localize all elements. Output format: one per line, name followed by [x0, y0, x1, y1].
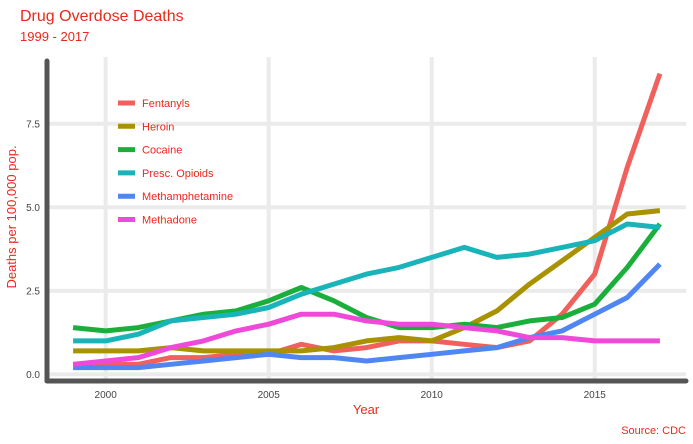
- y-tick-label: 2.5: [26, 286, 40, 297]
- legend-label: Fentanyls: [142, 98, 190, 110]
- legend-label: Heroin: [142, 121, 174, 133]
- chart-subtitle: 1999 - 2017: [20, 29, 89, 44]
- series-line-cocaine: [72, 222, 662, 334]
- x-axis-title: Year: [353, 402, 380, 417]
- chart-title: Drug Overdose Deaths: [20, 8, 184, 25]
- y-tick-label: 7.5: [26, 119, 40, 130]
- x-tick-label: 2000: [95, 390, 118, 401]
- chart-caption: Source: CDC: [621, 425, 686, 437]
- grid: [47, 57, 686, 381]
- legend: Fentanyls Heroin Cocaine Presc. Opioids Meth…: [118, 98, 233, 227]
- series-lines: [72, 72, 663, 371]
- axes: [44, 58, 689, 384]
- x-tick-label: 2010: [421, 390, 444, 401]
- legend-label: Methamphetamine: [142, 191, 233, 203]
- series-line-methadone: [72, 311, 660, 367]
- legend-label: Presc. Opioids: [142, 168, 214, 180]
- series-line-presc-opioids: [73, 221, 661, 344]
- series-line-fentanyls: [73, 72, 663, 367]
- legend-label: Cocaine: [142, 145, 182, 157]
- x-tick-label: 2015: [584, 390, 607, 401]
- y-tick-label: 0.0: [26, 370, 40, 381]
- tick-labels: 2000 2005 2010 2015 0.0 2.5 5.0 7.5: [26, 119, 606, 401]
- y-axis-title: Deaths per 100,000 pop.: [4, 145, 19, 288]
- y-tick-label: 5.0: [26, 203, 40, 214]
- legend-label: Methadone: [142, 215, 197, 227]
- series-line-heroin: [73, 208, 661, 354]
- series-line-methamphetamine: [73, 262, 662, 371]
- x-tick-label: 2005: [258, 390, 281, 401]
